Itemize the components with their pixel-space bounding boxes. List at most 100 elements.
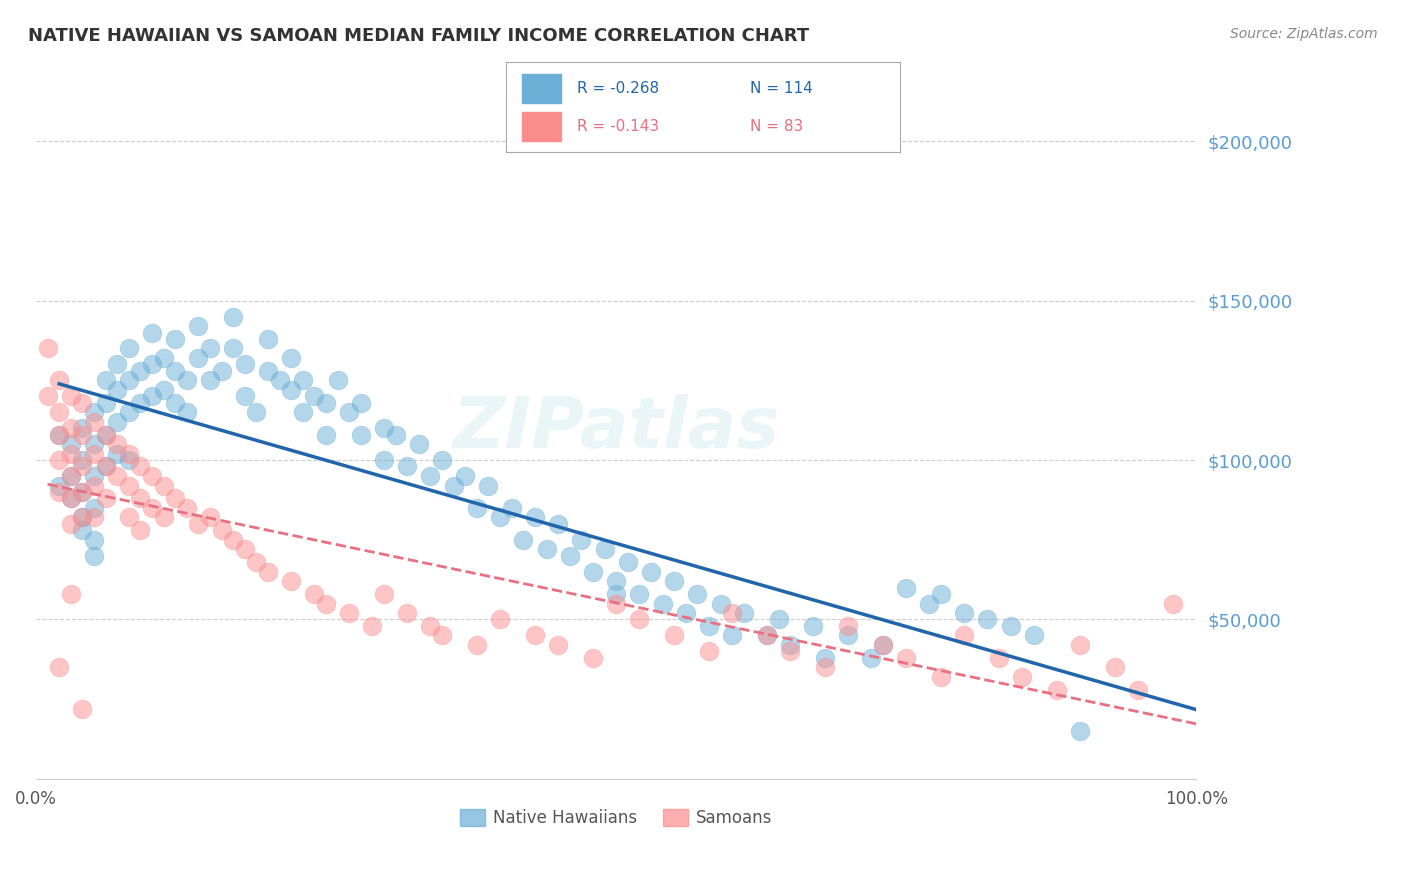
Point bbox=[83, 533, 105, 547]
Point bbox=[605, 574, 627, 589]
Text: R = -0.268: R = -0.268 bbox=[576, 81, 659, 95]
Point bbox=[1046, 682, 1069, 697]
Point bbox=[929, 670, 952, 684]
Point bbox=[187, 319, 209, 334]
Point bbox=[628, 612, 651, 626]
Point bbox=[419, 469, 441, 483]
Point bbox=[269, 373, 291, 387]
Point bbox=[547, 516, 569, 531]
Point bbox=[569, 533, 592, 547]
Point bbox=[361, 619, 384, 633]
Point bbox=[211, 364, 233, 378]
Point bbox=[257, 332, 280, 346]
Point bbox=[222, 310, 245, 324]
Point bbox=[1104, 660, 1126, 674]
Point bbox=[187, 516, 209, 531]
Point bbox=[105, 437, 128, 451]
Point bbox=[896, 650, 918, 665]
Point bbox=[222, 533, 245, 547]
Point bbox=[83, 415, 105, 429]
Point bbox=[118, 342, 141, 356]
Point bbox=[257, 364, 280, 378]
Point bbox=[454, 469, 477, 483]
Point bbox=[72, 459, 94, 474]
Point bbox=[141, 358, 163, 372]
Point bbox=[72, 485, 94, 500]
Point bbox=[756, 628, 779, 642]
Point bbox=[105, 447, 128, 461]
Point bbox=[489, 510, 512, 524]
Point bbox=[501, 500, 523, 515]
Point bbox=[198, 373, 221, 387]
Point bbox=[37, 342, 59, 356]
Point bbox=[211, 523, 233, 537]
Point bbox=[1000, 619, 1022, 633]
Point bbox=[756, 628, 779, 642]
Point bbox=[222, 342, 245, 356]
Point bbox=[129, 459, 152, 474]
Point bbox=[523, 628, 546, 642]
Point bbox=[83, 510, 105, 524]
Point bbox=[83, 500, 105, 515]
Point bbox=[536, 542, 558, 557]
Point bbox=[593, 542, 616, 557]
Point bbox=[233, 389, 256, 403]
Point bbox=[605, 587, 627, 601]
Point bbox=[373, 421, 395, 435]
Point bbox=[94, 459, 117, 474]
Point bbox=[315, 597, 337, 611]
Point bbox=[326, 373, 349, 387]
Point bbox=[94, 395, 117, 409]
Point bbox=[59, 516, 82, 531]
Point bbox=[291, 405, 314, 419]
Point bbox=[860, 650, 883, 665]
Point bbox=[165, 491, 187, 506]
Point bbox=[803, 619, 825, 633]
Point bbox=[686, 587, 709, 601]
Point bbox=[697, 644, 720, 658]
Point bbox=[1128, 682, 1150, 697]
Point bbox=[419, 619, 441, 633]
Point bbox=[83, 469, 105, 483]
Point bbox=[187, 351, 209, 365]
Point bbox=[59, 491, 82, 506]
Text: N = 83: N = 83 bbox=[751, 120, 803, 134]
Point bbox=[72, 510, 94, 524]
Point bbox=[48, 485, 70, 500]
Point bbox=[83, 405, 105, 419]
Point bbox=[118, 447, 141, 461]
Point bbox=[837, 628, 859, 642]
Point bbox=[582, 565, 605, 579]
Point bbox=[779, 644, 801, 658]
Text: R = -0.143: R = -0.143 bbox=[576, 120, 659, 134]
Point bbox=[48, 453, 70, 467]
Point bbox=[872, 638, 894, 652]
Point bbox=[988, 650, 1011, 665]
Point bbox=[291, 373, 314, 387]
Point bbox=[141, 469, 163, 483]
Point bbox=[373, 453, 395, 467]
Point bbox=[59, 587, 82, 601]
Point bbox=[165, 332, 187, 346]
Point bbox=[94, 427, 117, 442]
Point bbox=[152, 351, 174, 365]
Point bbox=[198, 510, 221, 524]
Point bbox=[350, 395, 373, 409]
Point bbox=[373, 587, 395, 601]
Point bbox=[477, 478, 499, 492]
Point bbox=[72, 510, 94, 524]
Legend: Native Hawaiians, Samoans: Native Hawaiians, Samoans bbox=[453, 802, 779, 834]
Point bbox=[605, 597, 627, 611]
Point bbox=[72, 485, 94, 500]
Point bbox=[152, 478, 174, 492]
Point bbox=[152, 510, 174, 524]
Point bbox=[141, 326, 163, 340]
Point bbox=[396, 606, 419, 620]
Point bbox=[72, 427, 94, 442]
Point bbox=[280, 574, 302, 589]
Point bbox=[662, 574, 685, 589]
Point bbox=[443, 478, 465, 492]
Point bbox=[384, 427, 406, 442]
Point bbox=[697, 619, 720, 633]
Point bbox=[651, 597, 673, 611]
